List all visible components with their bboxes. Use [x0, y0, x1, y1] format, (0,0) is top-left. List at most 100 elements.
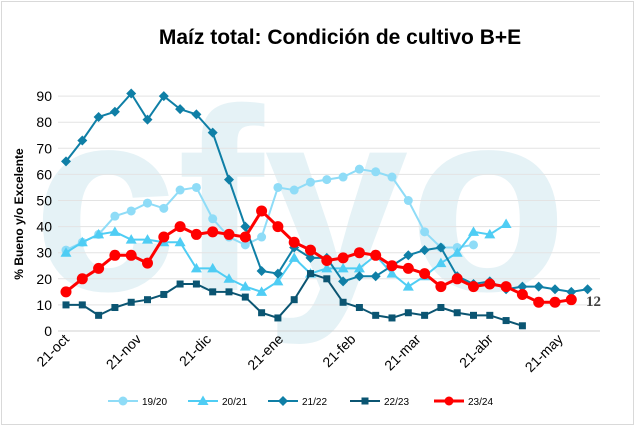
data-point [337, 262, 349, 273]
data-point [338, 276, 349, 287]
chart-title: Maíz total: Condición de cultivo B+E [159, 26, 521, 49]
data-point [143, 198, 152, 208]
data-point [109, 249, 121, 261]
legend-marker [444, 396, 454, 406]
legend-label: 19/20 [142, 397, 167, 408]
data-point [109, 106, 120, 117]
data-point [158, 91, 169, 102]
legend-marker [278, 396, 288, 406]
legend-item: 21/22 [268, 396, 327, 408]
data-point [76, 273, 88, 285]
data-point [110, 211, 120, 221]
series-23-24 [60, 205, 577, 308]
data-point [126, 206, 136, 216]
data-point [386, 268, 398, 278]
watermark-logo: cfyo [33, 56, 568, 347]
data-point [207, 226, 219, 238]
data-point [290, 296, 298, 304]
data-point [93, 111, 104, 122]
data-point [272, 275, 284, 286]
data-point [223, 273, 235, 283]
data-point [306, 177, 315, 187]
data-point [190, 228, 202, 240]
data-point [403, 250, 414, 261]
data-point [387, 172, 397, 182]
data-point [109, 226, 121, 236]
data-point [240, 221, 251, 232]
data-point [256, 265, 267, 276]
data-point [339, 298, 347, 306]
data-point [61, 156, 71, 167]
data-point [370, 271, 381, 282]
data-point [451, 273, 463, 285]
data-point [305, 252, 316, 263]
data-point [78, 301, 86, 309]
y-tick-label: 70 [36, 140, 52, 156]
data-point [256, 286, 268, 296]
legend-item: 22/23 [350, 397, 409, 408]
data-point [93, 228, 105, 239]
data-point [60, 286, 72, 298]
y-tick-label: 30 [36, 245, 52, 261]
data-point [191, 182, 201, 192]
data-point [223, 228, 235, 240]
data-point [239, 231, 251, 243]
data-point [421, 311, 429, 319]
y-tick-label: 10 [36, 297, 52, 313]
data-point [323, 275, 331, 283]
data-point [60, 247, 72, 257]
data-point [550, 284, 560, 295]
data-point [111, 304, 119, 312]
data-point [486, 311, 494, 319]
data-point [322, 175, 332, 185]
latest-value-annotation: 12 [586, 294, 601, 310]
data-point [158, 231, 170, 243]
legend-label: 21/22 [302, 397, 327, 408]
legend-label: 22/23 [384, 397, 409, 408]
data-point [337, 252, 349, 264]
data-point [93, 262, 105, 274]
data-point [470, 311, 477, 319]
data-point [468, 281, 479, 293]
data-point [126, 88, 137, 99]
data-point [190, 262, 202, 273]
data-point [288, 236, 300, 248]
data-point [565, 294, 577, 306]
legend-item: 20/21 [188, 395, 247, 408]
data-point [533, 281, 544, 292]
data-point [372, 311, 380, 319]
data-point [354, 164, 364, 174]
data-point [174, 236, 186, 247]
series-line [65, 223, 507, 293]
data-point [484, 278, 496, 290]
data-point [582, 284, 593, 295]
data-point [516, 288, 528, 300]
y-tick-label: 80 [36, 114, 52, 130]
legend-label: 20/21 [222, 397, 247, 408]
data-point [403, 196, 413, 205]
data-point [191, 109, 202, 120]
data-point [518, 322, 526, 330]
data-point [125, 249, 137, 261]
data-point [451, 247, 463, 257]
data-point [175, 104, 186, 115]
data-point [274, 314, 282, 322]
data-point [272, 221, 284, 233]
data-point [402, 262, 414, 274]
data-point [144, 296, 151, 304]
legend-marker [197, 395, 209, 405]
legend-item: 23/24 [434, 396, 493, 408]
data-point [142, 234, 153, 244]
data-point [256, 205, 268, 217]
data-point [241, 293, 249, 301]
data-point [239, 281, 251, 291]
data-point [354, 271, 365, 282]
data-point [549, 296, 561, 308]
y-tick-label: 20 [36, 271, 52, 287]
data-point [174, 221, 186, 233]
series-22-23 [62, 270, 526, 330]
data-point [402, 281, 414, 291]
data-point [127, 298, 135, 306]
data-point [371, 167, 381, 177]
